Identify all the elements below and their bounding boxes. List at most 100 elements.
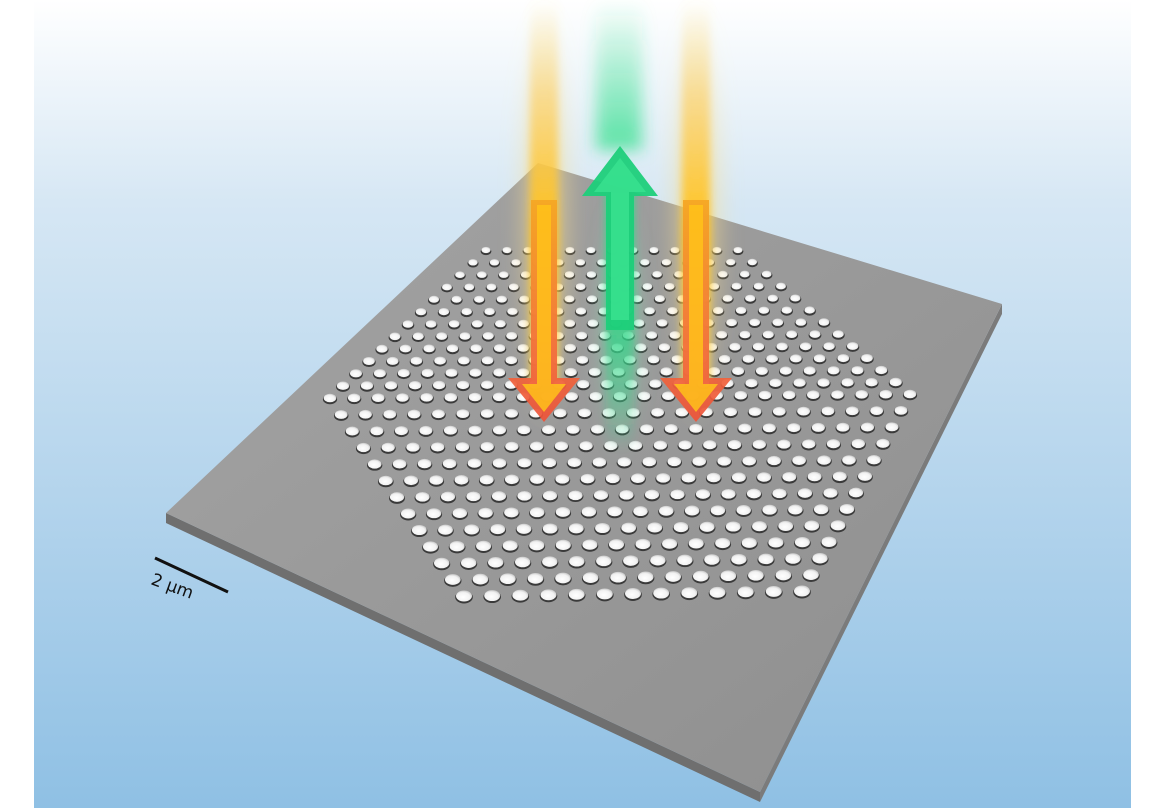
air-hole xyxy=(733,246,743,254)
air-hole xyxy=(704,554,720,565)
air-hole xyxy=(436,332,448,340)
air-hole xyxy=(376,344,388,353)
air-hole xyxy=(699,521,715,532)
air-hole xyxy=(378,475,393,486)
air-hole xyxy=(865,378,878,387)
air-hole xyxy=(755,366,768,375)
air-hole xyxy=(734,390,748,400)
pump-beam-right xyxy=(660,0,732,430)
air-hole xyxy=(745,294,756,302)
air-hole xyxy=(396,393,409,402)
air-hole xyxy=(831,390,844,399)
air-hole xyxy=(478,507,493,518)
air-hole xyxy=(542,457,557,468)
air-hole xyxy=(476,540,492,552)
air-hole xyxy=(885,422,899,432)
air-hole xyxy=(793,378,806,387)
air-hole xyxy=(797,488,813,498)
air-hole xyxy=(678,440,692,450)
air-hole xyxy=(481,246,491,254)
air-hole xyxy=(742,354,755,363)
air-hole xyxy=(514,556,531,568)
air-hole xyxy=(484,590,501,602)
emission-beam xyxy=(582,0,658,460)
air-hole xyxy=(406,442,420,452)
air-hole xyxy=(761,270,772,278)
air-hole xyxy=(469,368,482,377)
air-hole xyxy=(739,270,750,278)
air-hole xyxy=(813,354,826,363)
air-hole xyxy=(681,472,696,483)
air-hole xyxy=(567,457,582,467)
air-hole xyxy=(782,472,797,482)
pump-arrow-left-inner xyxy=(522,205,566,412)
air-hole xyxy=(848,487,864,498)
air-hole xyxy=(735,306,747,314)
air-hole xyxy=(578,408,592,418)
air-hole xyxy=(807,390,820,399)
air-hole xyxy=(419,425,433,435)
air-hole xyxy=(727,439,742,450)
air-hole xyxy=(458,356,470,365)
air-hole xyxy=(794,536,810,548)
air-hole xyxy=(762,504,777,515)
air-hole xyxy=(502,246,512,254)
air-hole xyxy=(417,458,432,469)
air-hole xyxy=(644,489,660,500)
air-hole xyxy=(855,390,868,399)
air-hole xyxy=(487,557,504,568)
air-hole xyxy=(422,541,439,552)
air-hole xyxy=(345,426,359,436)
air-hole xyxy=(577,379,590,389)
air-hole xyxy=(581,506,597,517)
air-hole xyxy=(492,458,507,468)
air-hole xyxy=(662,538,678,549)
air-hole xyxy=(619,489,634,500)
air-hole xyxy=(794,585,810,597)
air-hole xyxy=(490,524,506,535)
air-hole xyxy=(397,368,410,378)
air-hole xyxy=(736,505,751,515)
air-hole xyxy=(879,389,893,399)
air-hole xyxy=(630,473,646,483)
air-hole xyxy=(637,571,654,583)
air-hole xyxy=(480,409,494,418)
air-hole xyxy=(647,522,663,533)
air-hole xyxy=(830,520,846,531)
air-hole xyxy=(464,283,475,291)
air-hole xyxy=(813,504,829,515)
air-hole xyxy=(812,552,828,564)
air-hole xyxy=(758,390,772,400)
air-hole xyxy=(347,393,361,403)
air-hole xyxy=(555,506,571,517)
air-hole xyxy=(336,381,350,390)
air-hole xyxy=(412,332,424,341)
air-hole xyxy=(468,392,482,402)
air-hole xyxy=(445,368,458,377)
air-hole xyxy=(772,406,786,416)
air-hole xyxy=(803,569,819,580)
air-hole xyxy=(623,555,639,566)
air-hole xyxy=(502,540,518,551)
air-hole xyxy=(826,439,841,449)
air-hole xyxy=(706,472,721,483)
air-hole xyxy=(468,259,478,266)
air-hole xyxy=(692,456,707,466)
air-hole xyxy=(851,438,866,449)
air-hole xyxy=(821,536,837,547)
air-hole xyxy=(582,539,598,550)
air-hole xyxy=(389,492,405,502)
air-hole xyxy=(894,406,908,415)
air-hole xyxy=(841,378,854,387)
air-hole xyxy=(772,488,787,499)
air-hole xyxy=(653,440,668,450)
air-hole xyxy=(875,365,888,375)
air-hole xyxy=(752,439,767,449)
air-hole xyxy=(673,522,689,533)
air-hole xyxy=(383,409,397,419)
air-hole xyxy=(593,490,609,500)
air-hole xyxy=(443,425,458,435)
air-hole xyxy=(757,472,772,482)
air-hole xyxy=(762,330,774,339)
air-hole xyxy=(494,319,506,328)
